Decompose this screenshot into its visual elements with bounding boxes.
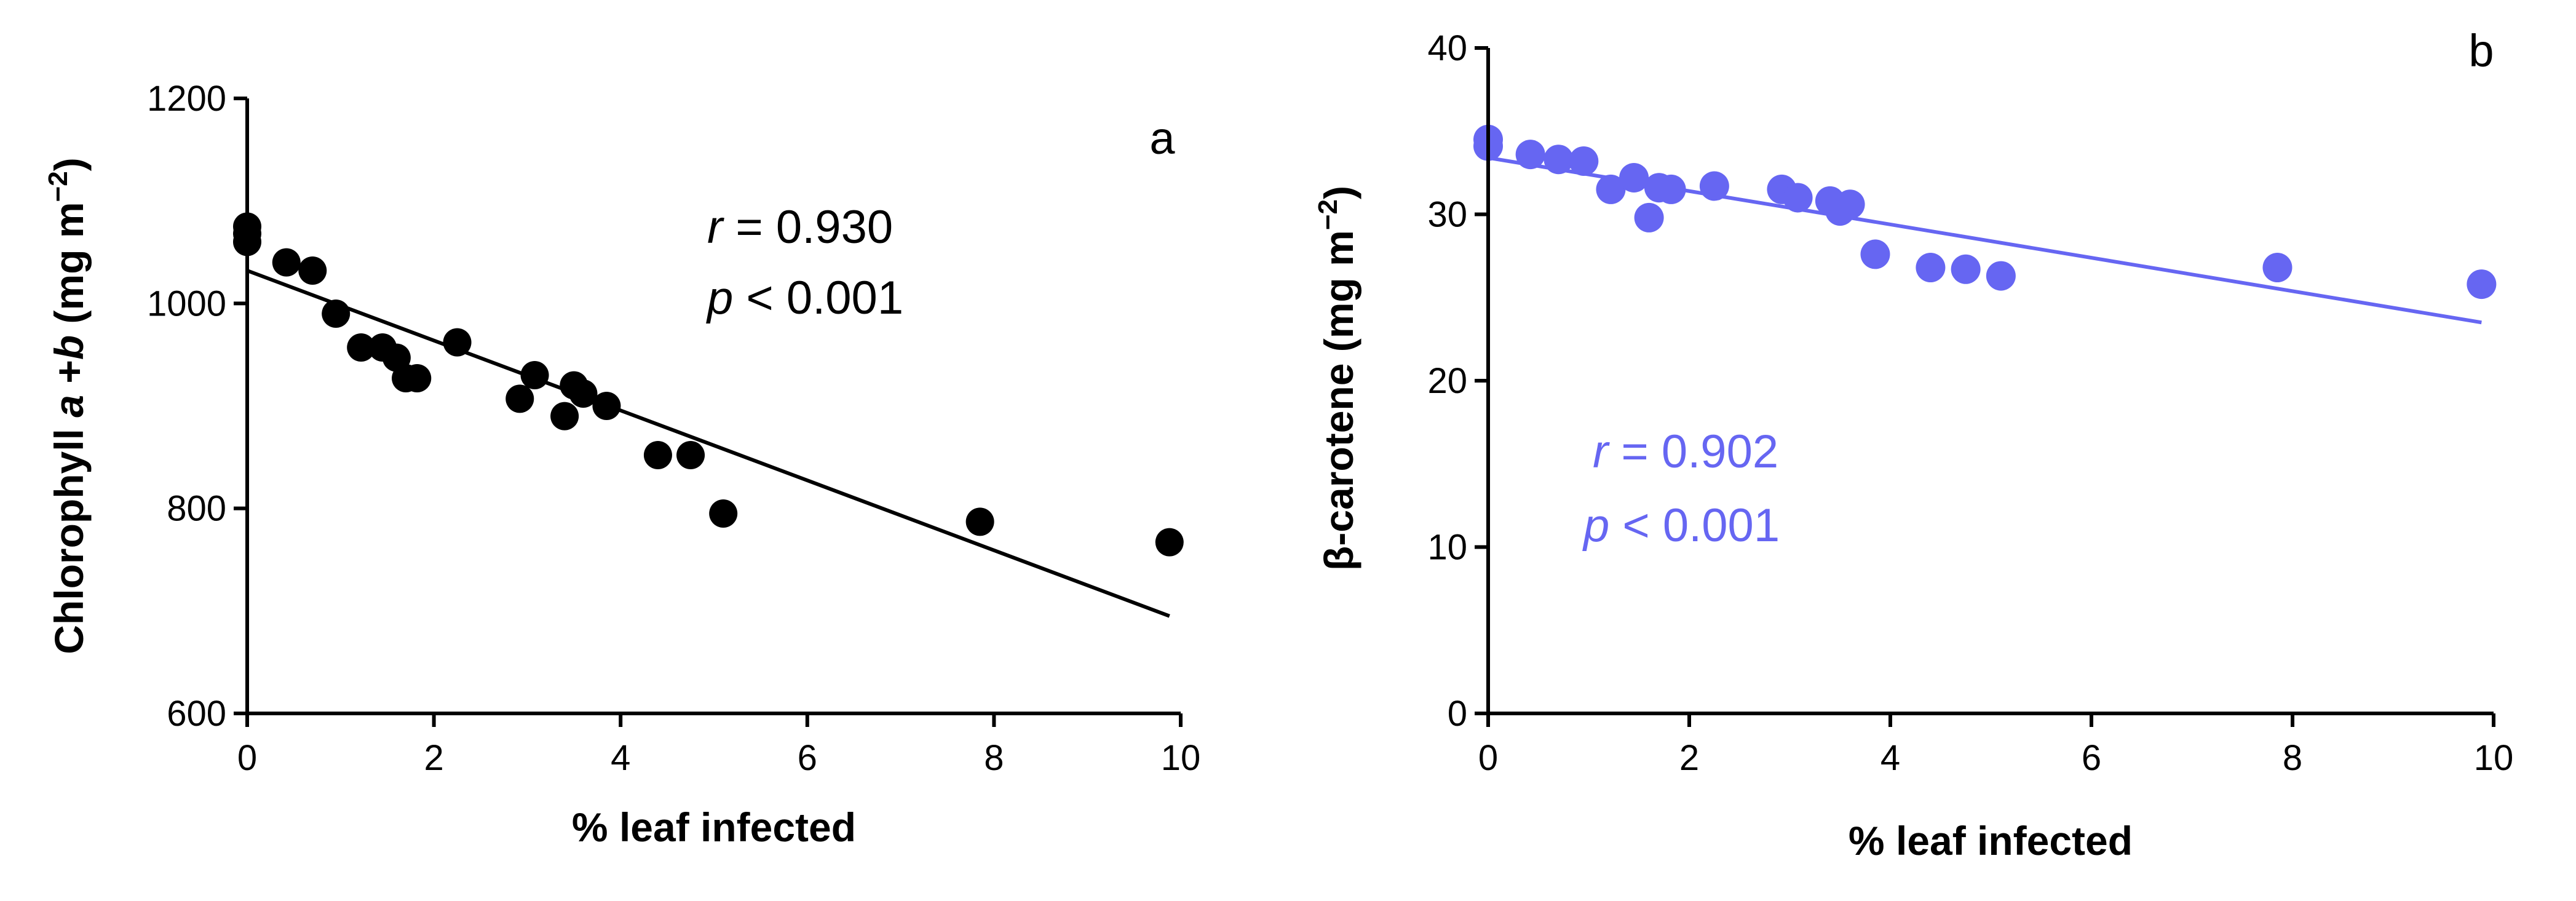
panel-b-y-tick-label-4: 40: [1427, 28, 1467, 68]
panel-b-data-point-18: [1951, 254, 1981, 284]
panel-a-r-symbol: r: [707, 201, 724, 253]
panel-b-x-tick-label-5: 10: [2474, 738, 2514, 778]
panel-b-data-point-21: [2467, 269, 2497, 300]
panel-b-data-point-16: [1860, 239, 1890, 269]
panel-a-data-point-10: [403, 364, 432, 392]
panel-b-data-point-2: [1515, 140, 1545, 170]
panel-b-p-symbol: p: [1582, 499, 1609, 552]
panel-b-r-stat: r = 0.902: [1593, 426, 1778, 478]
panel-b-x-tick-label-4: 8: [2283, 738, 2302, 778]
panel-a-p-value: < 0.001: [733, 272, 903, 324]
panel-b-y-tick-label-0: 0: [1448, 694, 1467, 734]
panel-a-y-tick-label-1: 800: [167, 489, 226, 529]
panel-a-data-point-6: [347, 333, 376, 362]
panel-a-data-point-21: [965, 507, 994, 536]
panel-b-r-symbol: r: [1593, 426, 1610, 478]
panel-b-data-point-15: [1835, 189, 1865, 220]
panel-b-x-tick-label-3: 6: [2082, 738, 2101, 778]
panel-a: 600 800 1000 1200 0 2 4 6 8 10 % leaf infected C…: [43, 79, 1200, 850]
panel-a-y-tick-label-0: 600: [167, 694, 226, 734]
panel-a-y-title-units: (mg m: [46, 202, 92, 335]
panel-b-y-ticks: 0 10 20 30 40: [1427, 28, 1488, 734]
panel-b-x-tick-label-2: 4: [1880, 738, 1900, 778]
panel-a-x-tick-label-1: 2: [424, 738, 443, 778]
panel-a-regression-line: [246, 269, 1170, 618]
panel-a-data-point-5: [322, 300, 351, 328]
panel-a-label: a: [1149, 113, 1175, 164]
panel-b-marks: [1473, 124, 2497, 325]
panel-b-data-point-19: [1986, 261, 2016, 291]
panel-a-data-point-11: [443, 328, 472, 357]
panel-a-y-title-b: b: [46, 335, 92, 360]
panel-a-data-point-4: [298, 256, 327, 285]
panel-a-data-point-20: [709, 499, 738, 528]
panel-b-x-tick-label-1: 2: [1679, 738, 1699, 778]
panel-b-data-point-3: [1544, 145, 1574, 175]
panel-b-data-point-5: [1596, 174, 1626, 204]
panel-a-data-point-14: [550, 402, 579, 431]
panel-b-y-title-pre: β-carotene: [1316, 363, 1361, 571]
panel-a-y-tick-label-2: 1000: [147, 284, 226, 323]
panel-a-marks: [233, 212, 1184, 618]
panel-a-y-title-mid: +: [46, 360, 92, 395]
panel-b-x-tick-label-0: 0: [1478, 738, 1498, 778]
panel-a-data-point-3: [272, 248, 301, 277]
panel-b: 0 10 20 30 40 0 2 4 6 8 10 % leaf infected β-caro…: [1313, 25, 2513, 863]
panel-a-y-tick-label-3: 1200: [147, 79, 226, 119]
panel-b-y-title-units: (mg m: [1316, 230, 1361, 363]
panel-b-y-title-sup: −2: [1313, 199, 1343, 230]
panel-a-data-point-18: [643, 441, 672, 469]
panel-b-data-point-7: [1634, 202, 1664, 232]
panel-a-p-symbol: p: [706, 272, 733, 324]
panel-a-p-stat: p < 0.001: [706, 272, 903, 324]
panel-a-x-tick-label-3: 6: [798, 738, 817, 778]
panel-a-data-point-13: [520, 361, 549, 389]
panel-b-y-tick-label-3: 30: [1427, 195, 1467, 235]
panel-b-data-point-9: [1656, 174, 1686, 204]
panel-a-x-axis-title: % leaf infected: [572, 804, 856, 850]
panel-b-r-value: = 0.902: [1608, 426, 1778, 478]
panel-b-y-axis-title: β-carotene (mg m−2): [1313, 186, 1361, 571]
panel-b-data-point-20: [2262, 253, 2293, 283]
panel-a-y-title-sup: −2: [43, 171, 73, 202]
panel-a-data-point-16: [569, 379, 598, 408]
panel-a-data-point-19: [676, 441, 705, 469]
panel-a-data-point-17: [592, 392, 621, 420]
panel-b-data-point-10: [1699, 171, 1729, 201]
panel-a-y-axis-title: Chlorophyll a +b (mg m−2): [43, 157, 92, 654]
panel-a-r-stat: r = 0.930: [707, 201, 893, 253]
panel-b-y-tick-label-1: 10: [1427, 528, 1467, 568]
panel-b-label: b: [2468, 25, 2494, 76]
panel-a-x-tick-label-4: 8: [984, 738, 1004, 778]
panel-a-data-point-12: [505, 384, 534, 413]
panel-a-x-ticks: 0 2 4 6 8 10: [237, 713, 1200, 778]
panel-a-r-value: = 0.930: [723, 201, 893, 253]
panel-b-data-point-6: [1619, 162, 1649, 193]
panel-b-data-point-17: [1916, 253, 1946, 283]
panel-a-x-tick-label-5: 10: [1161, 738, 1201, 778]
panel-a-data-point-22: [1155, 528, 1184, 557]
panel-b-y-title-close: ): [1316, 186, 1361, 199]
panel-a-x-tick-label-0: 0: [237, 738, 257, 778]
panel-a-y-title-a: a: [46, 395, 92, 418]
panel-a-y-ticks: 600 800 1000 1200: [147, 79, 247, 734]
panel-b-data-point-12: [1783, 183, 1813, 213]
panel-a-y-title-pre: Chlorophyll: [46, 418, 92, 654]
panel-b-y-tick-label-2: 20: [1427, 361, 1467, 401]
panel-a-y-title-close: ): [46, 157, 92, 171]
panel-b-data-point-4: [1569, 146, 1599, 176]
panel-a-x-tick-label-2: 4: [611, 738, 630, 778]
panel-b-x-axis-title: % leaf infected: [1849, 818, 2133, 863]
panel-b-p-value: < 0.001: [1609, 499, 1780, 552]
panel-b-x-ticks: 0 2 4 6 8 10: [1478, 713, 2513, 778]
panel-b-p-stat: p < 0.001: [1582, 499, 1780, 552]
